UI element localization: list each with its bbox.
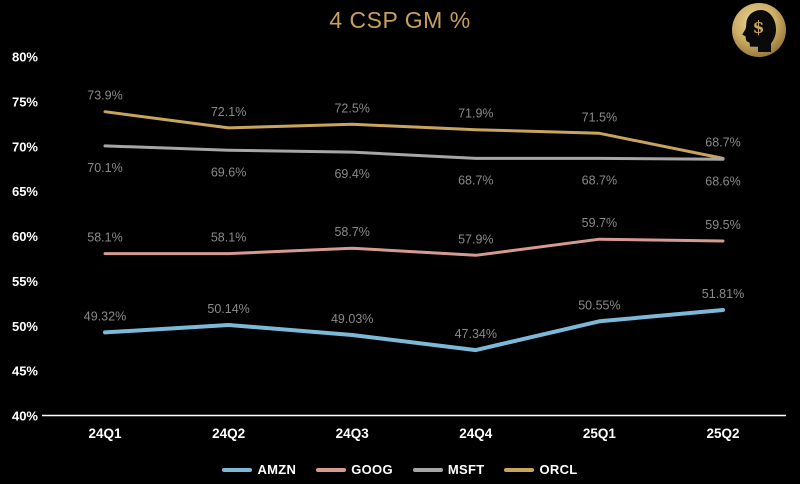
data-label-amzn: 50.55% <box>578 298 620 312</box>
data-label-msft: 68.7% <box>458 173 493 187</box>
y-axis-tick-label: 40% <box>12 409 38 424</box>
data-label-goog: 58.1% <box>211 231 246 245</box>
data-label-msft: 68.7% <box>582 173 617 187</box>
data-label-goog: 58.1% <box>87 231 122 245</box>
x-axis-tick-label: 24Q2 <box>212 426 245 441</box>
legend-item-orcl[interactable]: ORCL <box>504 462 577 477</box>
data-label-goog: 57.9% <box>458 232 493 246</box>
data-label-amzn: 51.81% <box>702 287 744 301</box>
data-label-orcl: 71.5% <box>582 110 617 124</box>
data-label-msft: 69.6% <box>211 165 246 179</box>
legend-marker-msft <box>412 467 443 472</box>
chart-legend: AMZN GOOG MSFT ORCL <box>0 462 800 477</box>
data-label-msft: 68.6% <box>705 174 740 188</box>
data-label-orcl: 68.7% <box>705 135 740 149</box>
y-axis-tick-label: 60% <box>12 229 38 244</box>
data-label-amzn: 47.34% <box>455 327 497 341</box>
y-axis-tick-label: 80% <box>12 50 38 65</box>
x-axis-tick-label: 25Q1 <box>583 426 617 441</box>
legend-item-amzn[interactable]: AMZN <box>222 462 296 477</box>
series-line-goog <box>103 237 725 257</box>
legend-label-msft: MSFT <box>447 462 485 477</box>
data-label-amzn: 49.03% <box>331 312 373 326</box>
x-axis-tick-label: 24Q1 <box>88 426 122 441</box>
legend-label-orcl: ORCL <box>539 462 578 477</box>
y-axis-tick-label: 65% <box>12 184 38 199</box>
data-label-goog: 59.7% <box>582 216 617 230</box>
legend-label-goog: GOOG <box>351 462 393 477</box>
y-axis-tick-label: 75% <box>12 94 38 109</box>
data-label-orcl: 73.9% <box>87 89 122 103</box>
legend-label-amzn: AMZN <box>257 462 297 477</box>
series-line-amzn <box>103 308 725 353</box>
chart-title: 4 CSP GM % <box>329 7 471 33</box>
y-axis-tick-label: 55% <box>12 274 38 289</box>
data-label-msft: 70.1% <box>87 161 122 175</box>
x-axis-tick-label: 24Q3 <box>336 426 370 441</box>
y-axis-tick-label: 50% <box>12 319 38 334</box>
y-axis-tick-label: 70% <box>12 139 38 154</box>
data-label-goog: 59.5% <box>705 218 740 232</box>
x-axis-tick-label: 24Q4 <box>459 426 493 441</box>
series-line-msft <box>103 144 725 161</box>
data-label-orcl: 72.1% <box>211 105 246 119</box>
data-label-orcl: 71.9% <box>458 107 493 121</box>
y-axis-tick-label: 45% <box>12 364 38 379</box>
legend-marker-goog <box>316 467 347 472</box>
legend-marker-amzn <box>222 467 253 472</box>
series-line-orcl <box>103 110 725 160</box>
x-axis-tick-label: 25Q2 <box>706 426 739 441</box>
logo-dollar-glyph: $ <box>753 18 765 38</box>
data-label-goog: 58.7% <box>334 225 369 239</box>
data-label-orcl: 72.5% <box>334 101 369 115</box>
legend-item-msft[interactable]: MSFT <box>412 462 485 477</box>
data-label-amzn: 49.32% <box>84 309 126 323</box>
legend-item-goog[interactable]: GOOG <box>316 462 393 477</box>
data-label-amzn: 50.14% <box>207 302 249 316</box>
legend-marker-orcl <box>504 467 535 472</box>
gold-head-dollar-logo: $ <box>732 3 786 57</box>
head-silhouette-icon <box>742 9 776 52</box>
data-label-msft: 69.4% <box>334 167 369 181</box>
